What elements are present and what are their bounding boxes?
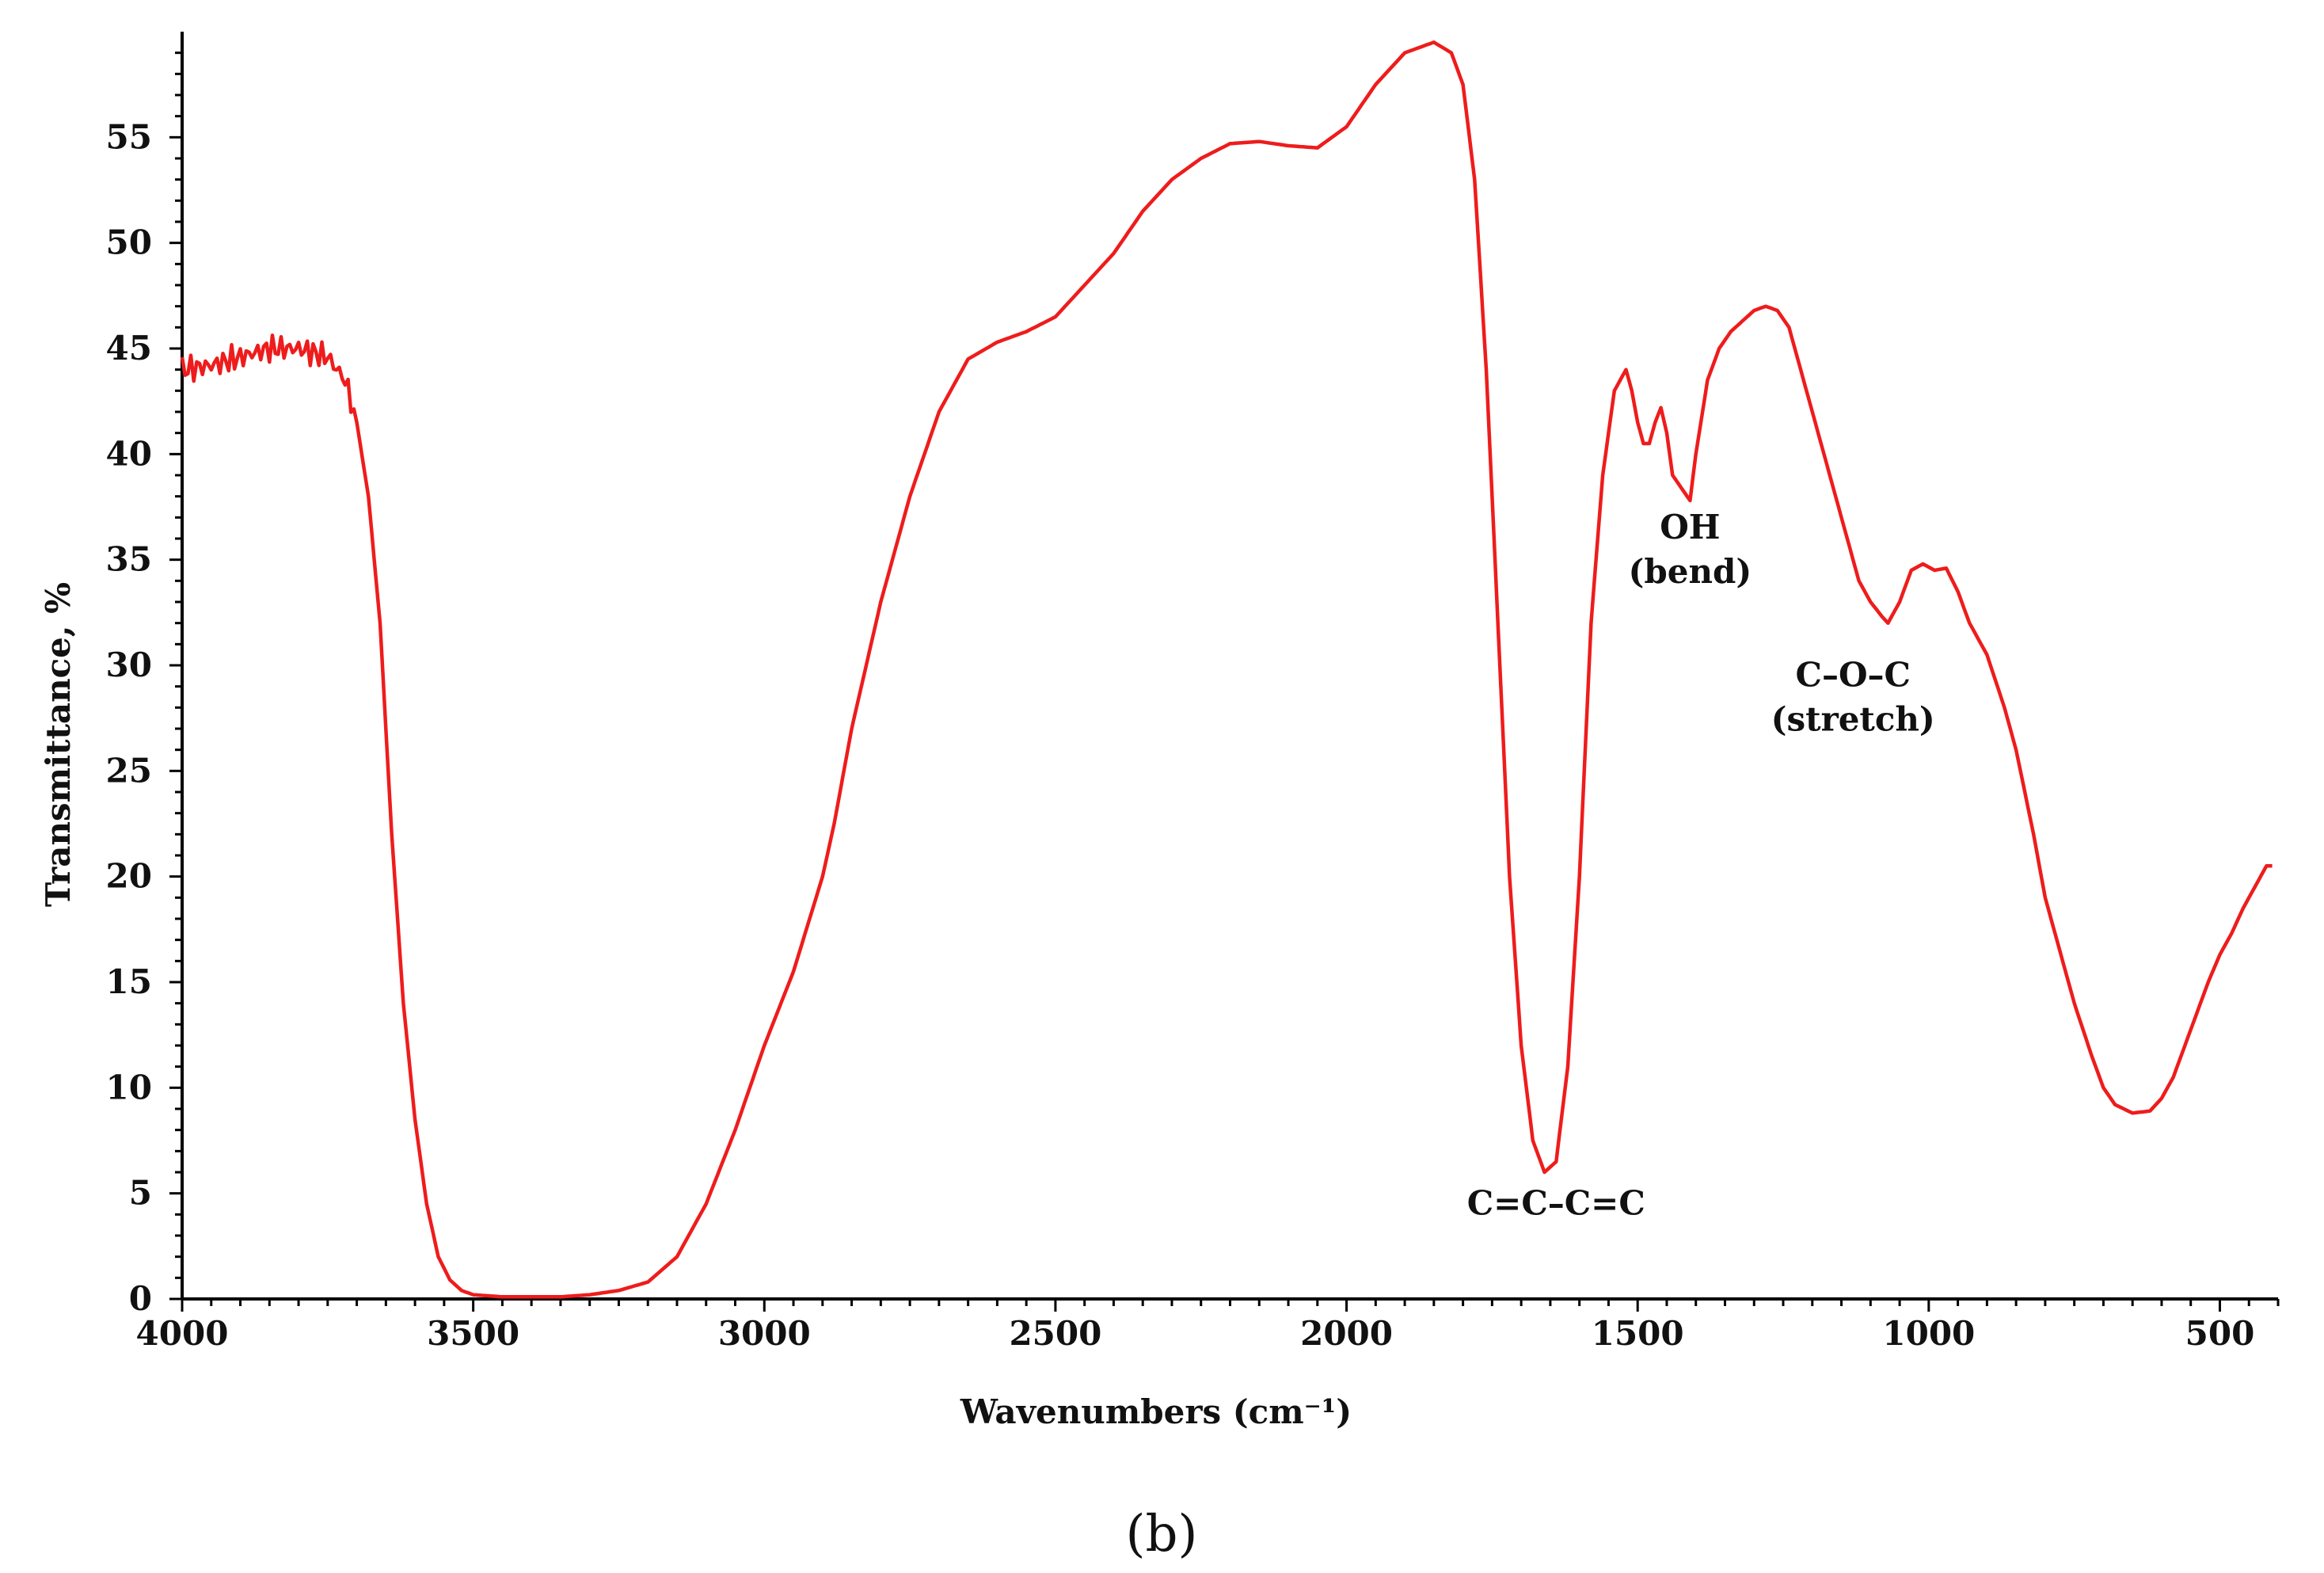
y-tick-label: 50 (106, 223, 152, 262)
y-tick-label: 20 (106, 857, 152, 896)
y-tick-label: 15 (106, 962, 152, 1001)
y-tick-label: 10 (106, 1068, 152, 1106)
annotation-label: C–O–C (stretch) (1771, 656, 1935, 739)
panel-label: (b) (1126, 1505, 1198, 1563)
y-tick-label: 5 (129, 1174, 152, 1213)
series-line (180, 40, 2273, 1299)
annotations: C=C–C=C OH (bend) C–O–C (stretch) (1467, 508, 1935, 1222)
x-tick-label: 3500 (427, 1314, 519, 1353)
y-tick-label: 35 (106, 540, 152, 579)
x-tick-label: 2000 (1300, 1314, 1393, 1353)
annotation-label: OH (bend) (1628, 508, 1752, 591)
annotation-line: OH (1660, 508, 1720, 547)
x-tick-label: 2500 (1009, 1314, 1101, 1353)
y-tick-label: 0 (129, 1279, 152, 1318)
annotation-line: (stretch) (1771, 700, 1935, 739)
y-tick-label: 30 (106, 646, 152, 684)
x-tick-label: 3000 (718, 1314, 811, 1353)
annotation-line: C–O–C (1796, 656, 1911, 695)
y-tick-label: 45 (106, 329, 152, 368)
y-axis-title: Transmittance, % (39, 582, 78, 907)
annotation-label: C=C–C=C (1467, 1183, 1645, 1222)
x-axis: 4000 3500 3000 2500 2000 1500 1000 500 (136, 1297, 2280, 1353)
y-axis: 0 5 10 15 20 25 30 35 40 45 50 55 (106, 32, 184, 1318)
x-axis-title: Wavenumbers (cm⁻¹) (960, 1392, 1352, 1431)
x-tick-label: 1500 (1592, 1314, 1684, 1353)
x-tick-label: 1000 (1882, 1314, 1975, 1353)
annotation-line: (bend) (1628, 552, 1752, 591)
x-tick-label: 4000 (136, 1314, 229, 1353)
x-tick-label: 500 (2185, 1314, 2255, 1353)
y-tick-label: 40 (106, 434, 152, 473)
y-tick-label: 25 (106, 751, 152, 790)
y-tick-label: 55 (106, 117, 152, 156)
annotation-line: C=C–C=C (1467, 1183, 1645, 1222)
plot-area (180, 40, 2273, 1299)
